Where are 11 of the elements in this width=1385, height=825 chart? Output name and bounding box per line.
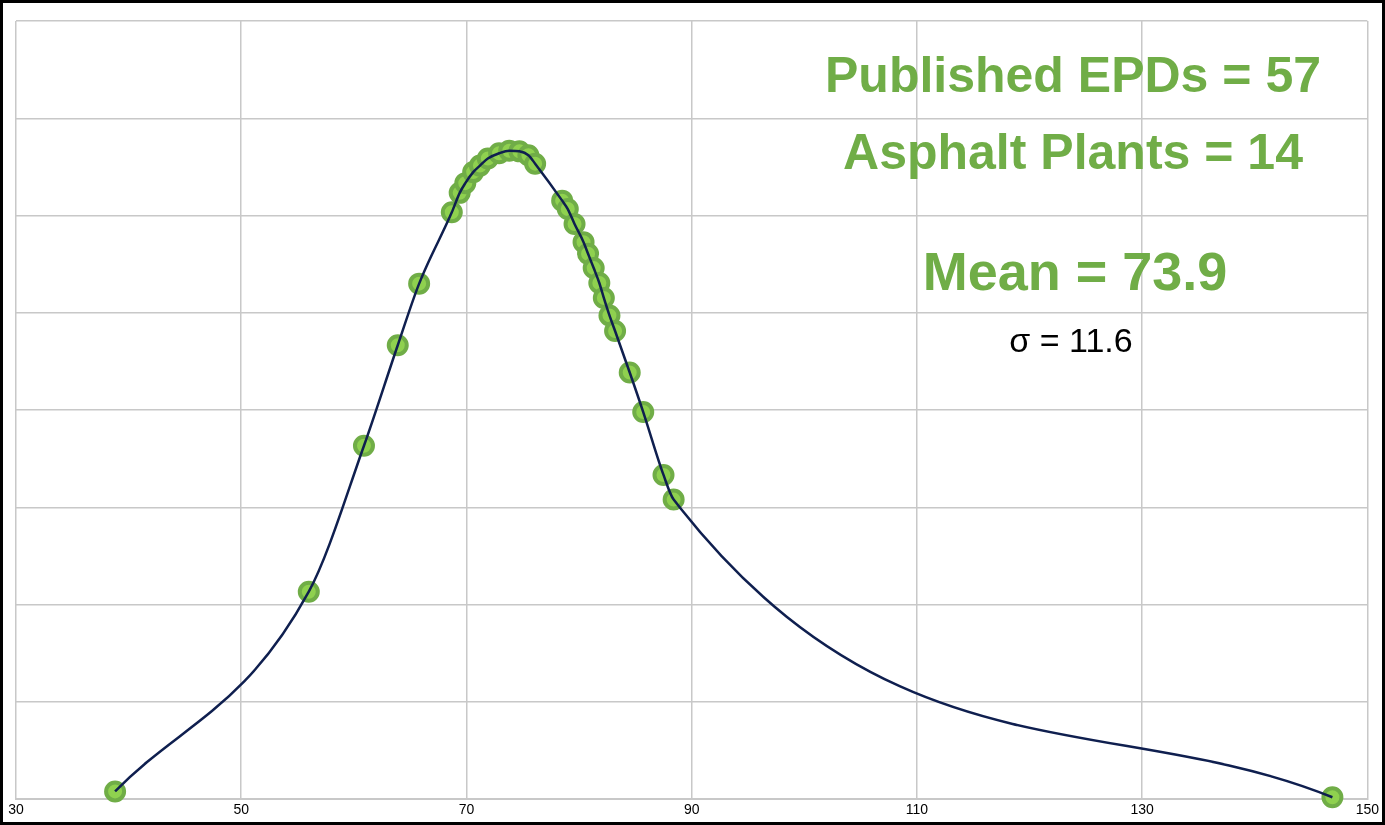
x-tick-label: 50 [233, 801, 250, 818]
x-tick-label: 70 [458, 801, 475, 818]
x-tick-label: 90 [683, 801, 700, 818]
annotation: Mean = 73.9 [922, 240, 1228, 301]
text: Published EPDs = 57 [824, 46, 1322, 103]
x-tick-label: 110 [905, 801, 929, 818]
x-tick-label: 130 [1130, 801, 1154, 818]
annotation: Asphalt Plants = 14 [843, 123, 1304, 180]
annotation: σ = 11.6 [1009, 321, 1133, 360]
x-tick-label: 30 [8, 801, 24, 818]
x-tick-label: 150 [1355, 801, 1380, 818]
